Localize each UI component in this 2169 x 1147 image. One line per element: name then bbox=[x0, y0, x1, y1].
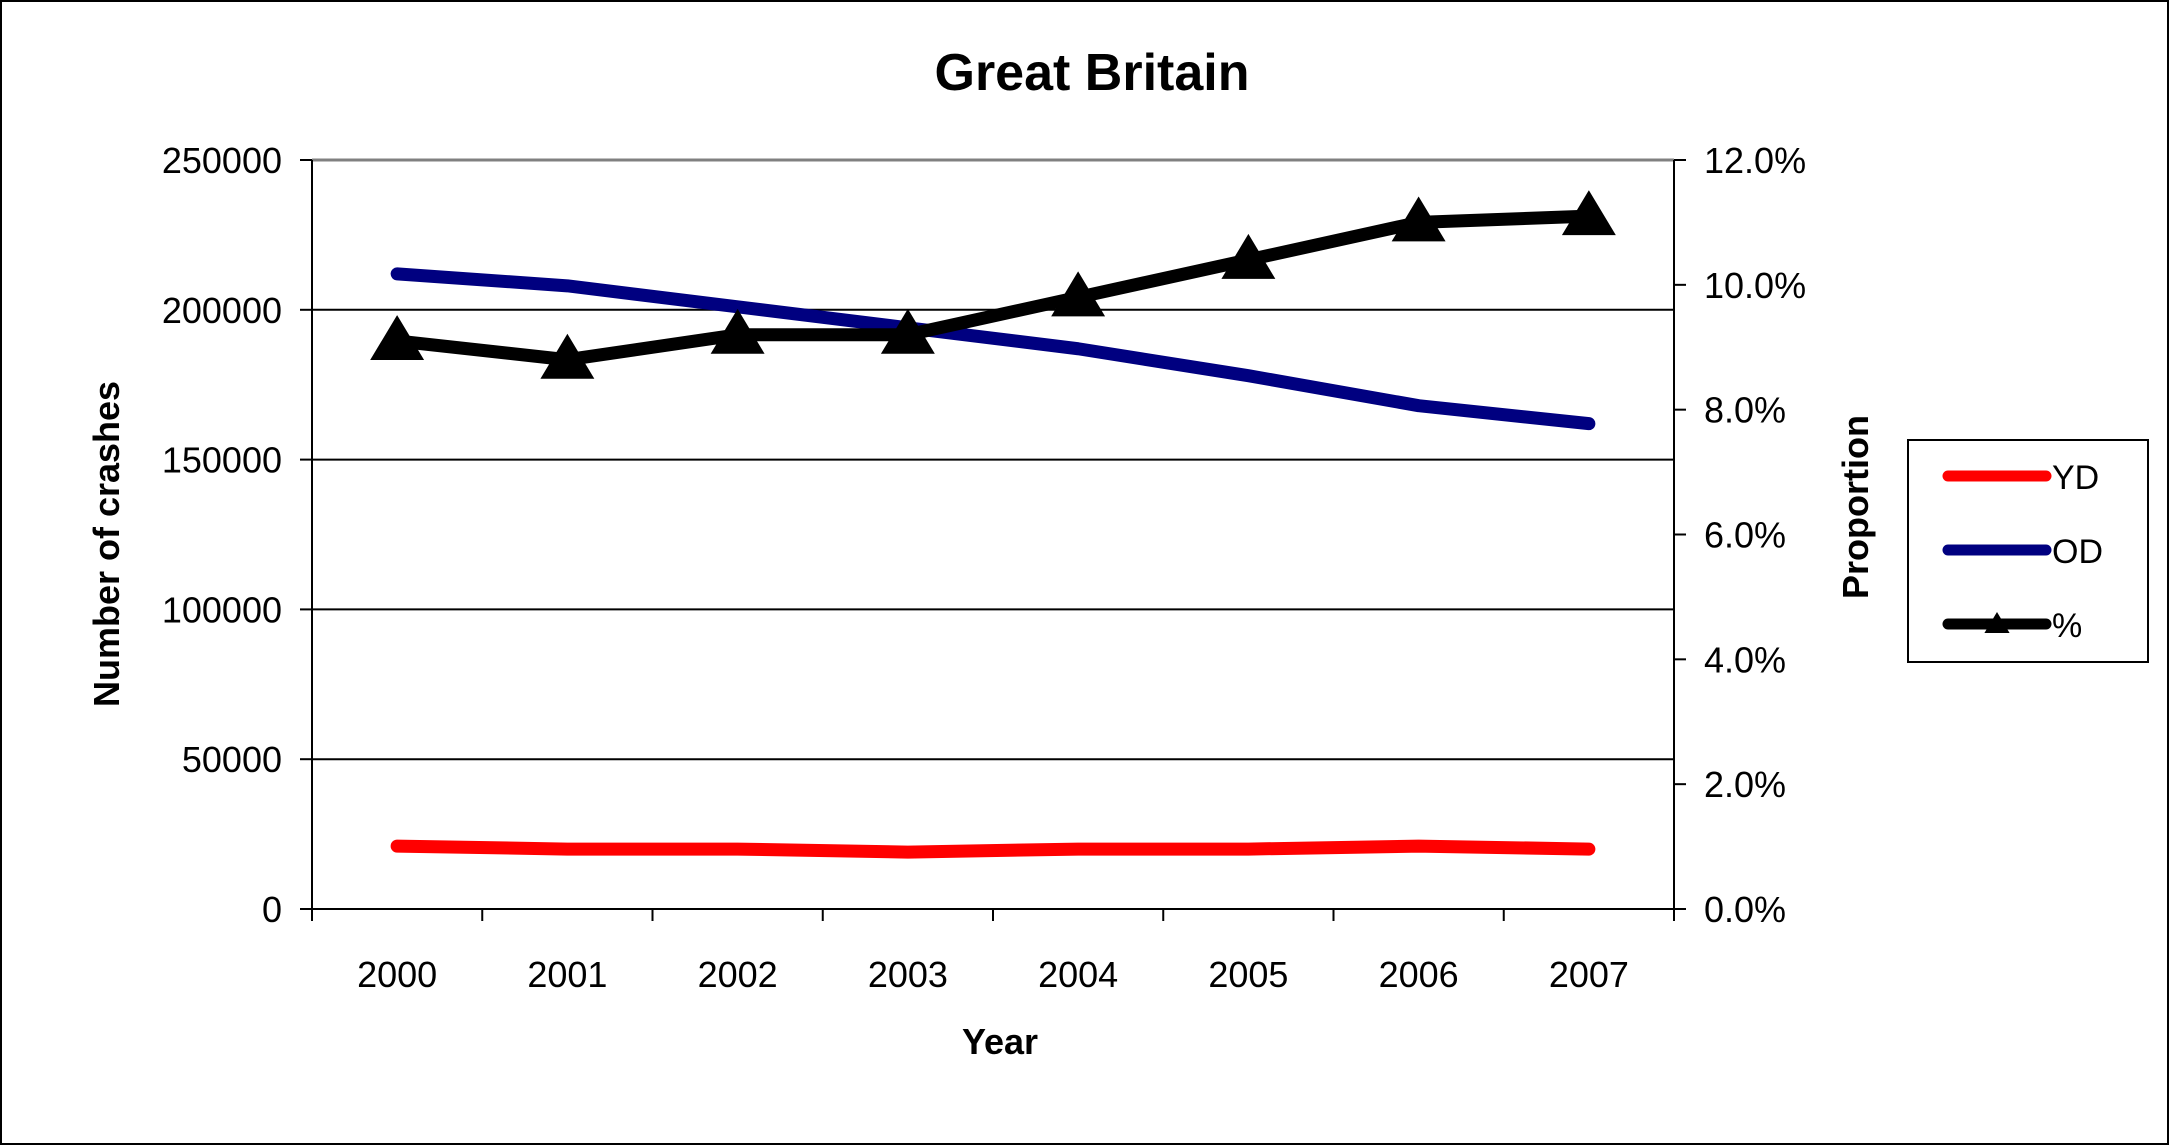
x-tick-label: 2001 bbox=[527, 954, 607, 995]
data-point-marker bbox=[1561, 190, 1616, 236]
series-line-2 bbox=[390, 267, 1596, 431]
y-tick-label: 250000 bbox=[162, 140, 282, 181]
series-line-1 bbox=[390, 839, 1596, 859]
x-tick-label: 2005 bbox=[1208, 954, 1288, 995]
legend-label: % bbox=[2052, 607, 2082, 645]
y2-tick-label: 12.0% bbox=[1704, 140, 1806, 181]
y2-tick-label: 10.0% bbox=[1704, 265, 1806, 306]
data-point-marker bbox=[880, 308, 935, 354]
y2-tick-label: 4.0% bbox=[1704, 639, 1786, 680]
data-point-marker bbox=[540, 333, 595, 379]
y2-tick-label: 2.0% bbox=[1704, 764, 1786, 805]
y-tick-label: 0 bbox=[262, 889, 282, 930]
legend: YD OD% bbox=[1907, 439, 2149, 663]
data-point-marker bbox=[1051, 271, 1106, 317]
x-tick-label: 2000 bbox=[357, 954, 437, 995]
y-tick-label: 50000 bbox=[182, 739, 282, 780]
y-tick-label: 200000 bbox=[162, 290, 282, 331]
axes: 0 50000 100000 150000 200000 250000 0.0% 2.0% 4.… bbox=[162, 140, 1806, 995]
data-point-marker bbox=[370, 315, 425, 361]
gridlines bbox=[312, 308, 1674, 761]
y-axis-label: Number of crashes bbox=[86, 381, 127, 707]
y2-tick-label: 6.0% bbox=[1704, 515, 1786, 556]
data-point-marker bbox=[710, 308, 765, 354]
x-tick-label: 2006 bbox=[1379, 954, 1459, 995]
x-tick-label: 2002 bbox=[698, 954, 778, 995]
series-lines bbox=[370, 190, 1616, 859]
y-tick-label: 100000 bbox=[162, 589, 282, 630]
chart-title: Great Britain bbox=[935, 44, 1250, 102]
y-tick-label: 150000 bbox=[162, 440, 282, 481]
series-line-3 bbox=[390, 209, 1596, 367]
y2-tick-label: 8.0% bbox=[1704, 390, 1786, 431]
y2-tick-label: 0.0% bbox=[1704, 889, 1786, 930]
x-tick-label: 2003 bbox=[868, 954, 948, 995]
x-tick-label: 2007 bbox=[1549, 954, 1629, 995]
x-tick-label: 2004 bbox=[1038, 954, 1118, 995]
data-point-marker bbox=[1221, 233, 1276, 279]
legend-swatch-marker bbox=[1984, 612, 2010, 633]
data-point-marker bbox=[1391, 196, 1446, 242]
x-axis-label: Year bbox=[962, 1021, 1038, 1062]
y2-axis-label: Proportion bbox=[1835, 415, 1876, 599]
legend-label: YD bbox=[2052, 459, 2099, 497]
legend-label: OD bbox=[2052, 533, 2103, 571]
